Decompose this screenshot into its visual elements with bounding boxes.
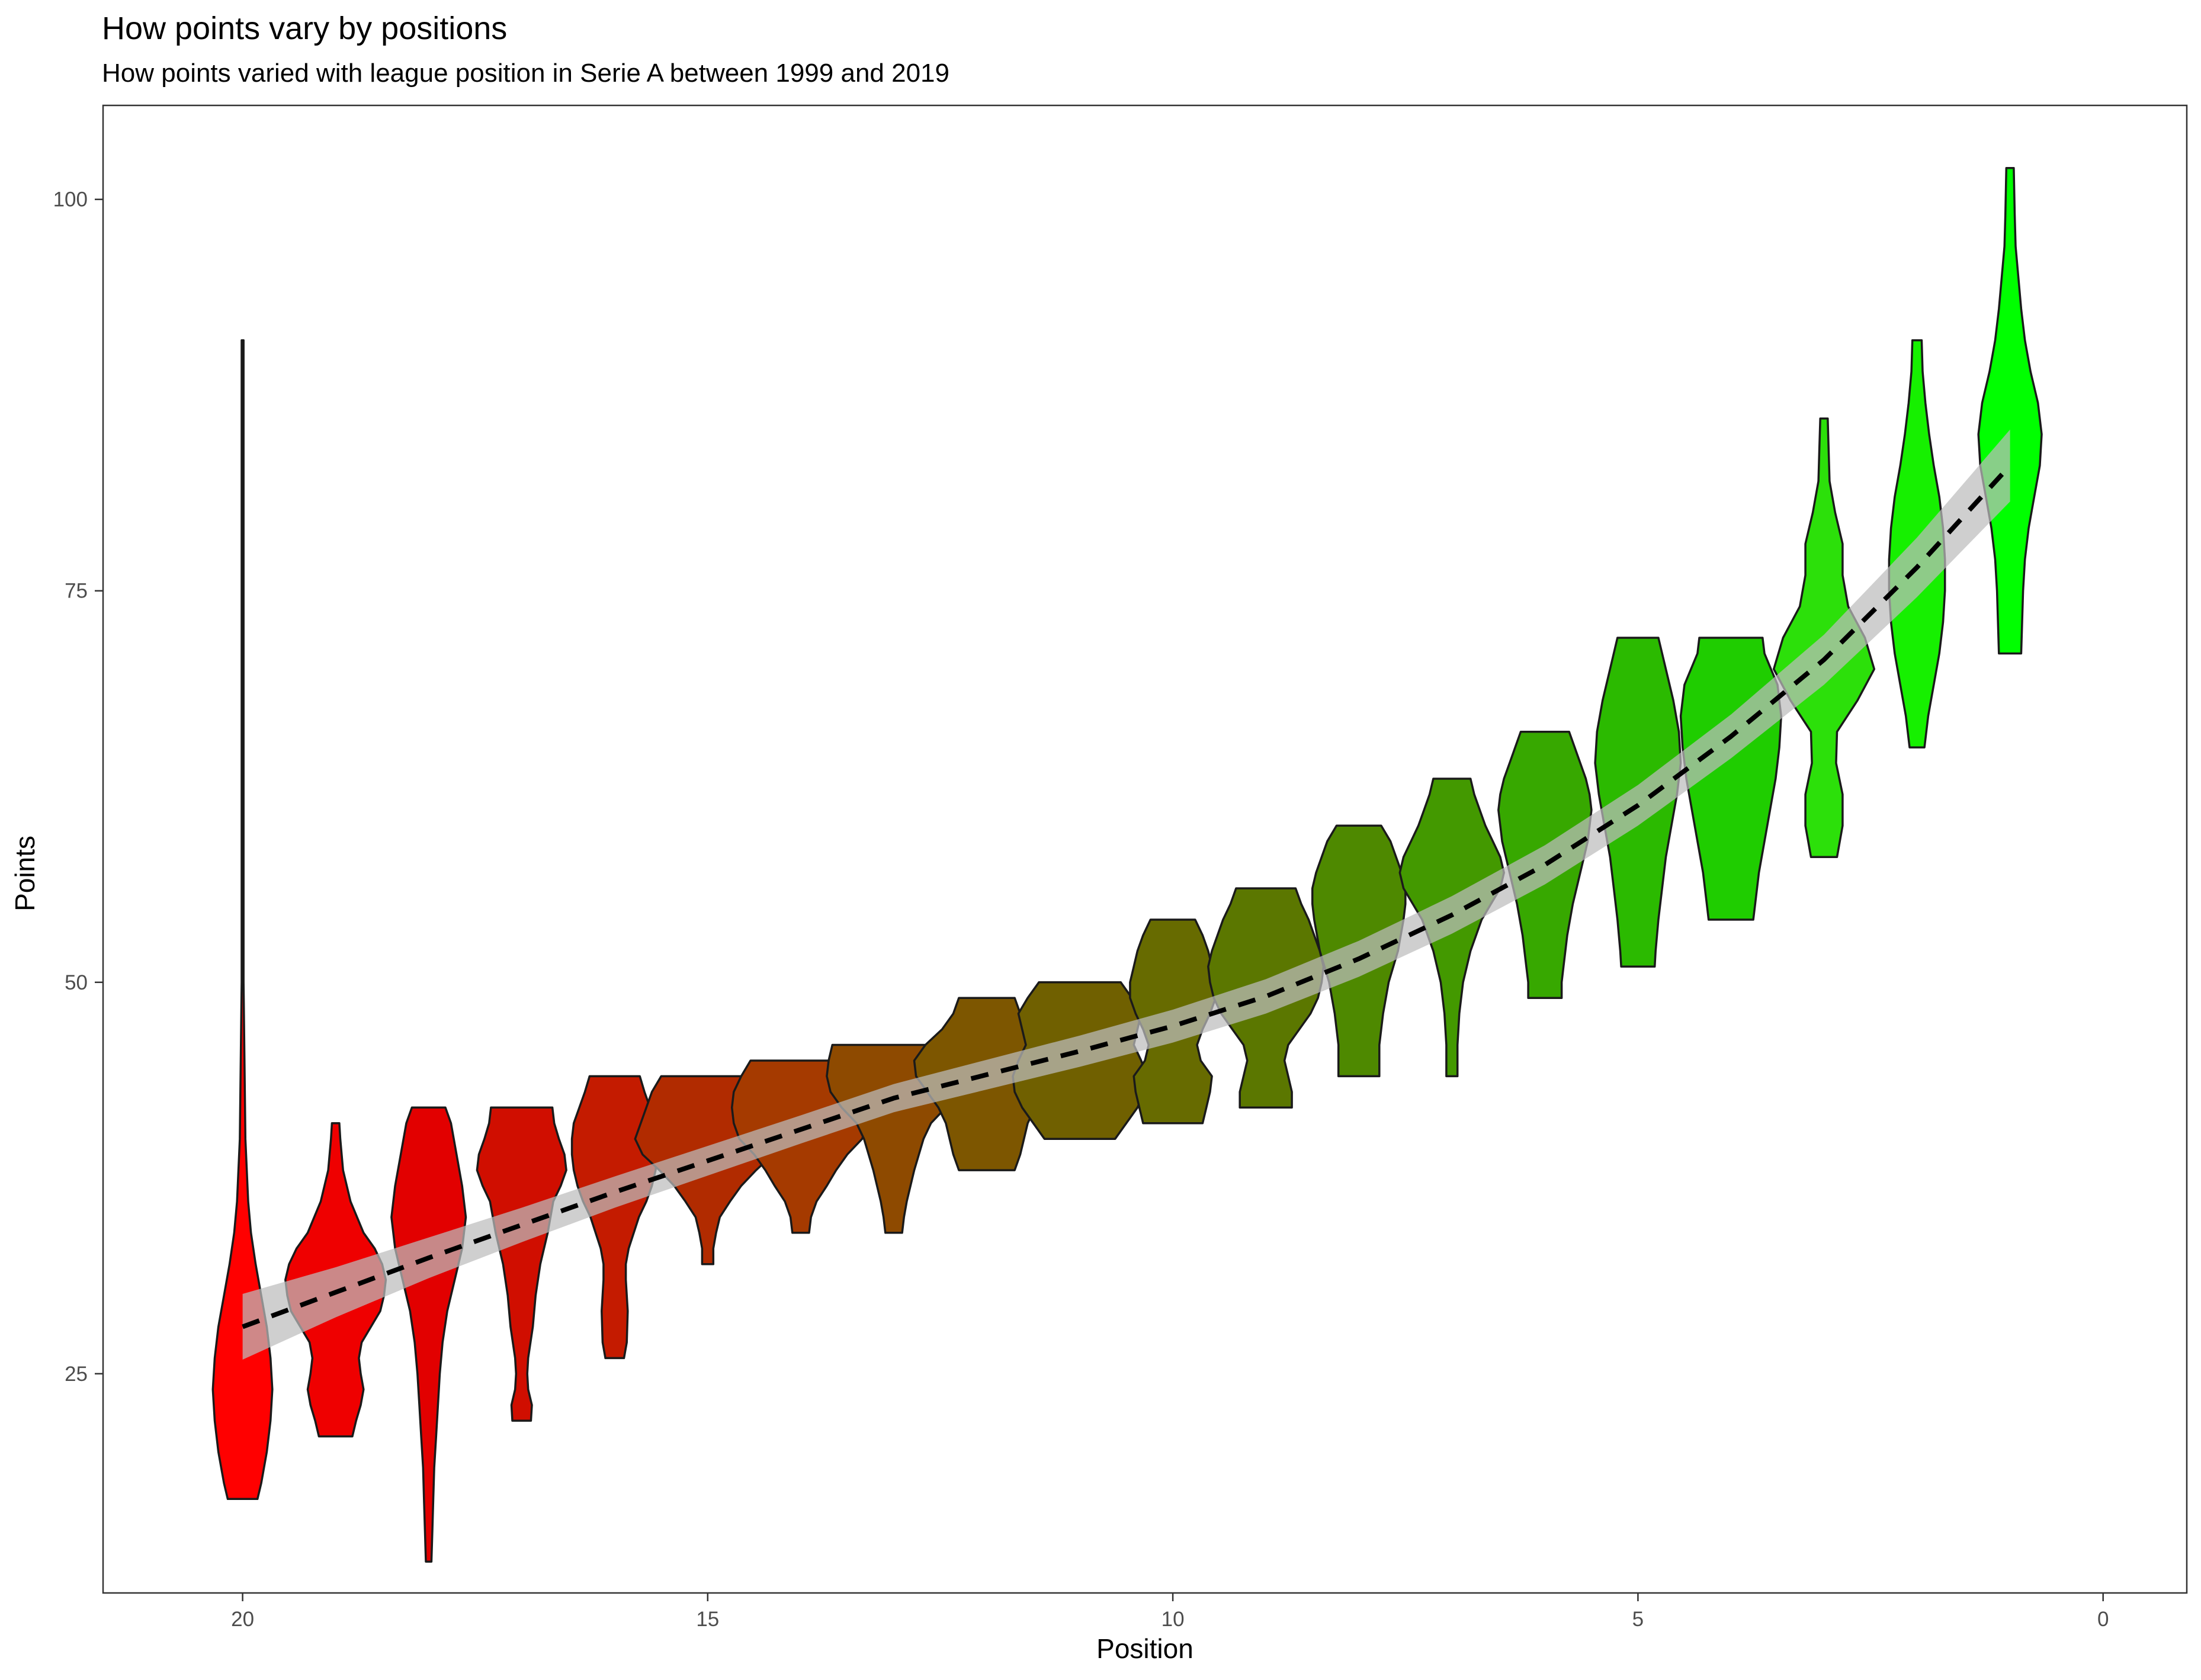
y-tick-label-100: 100 <box>53 188 88 211</box>
x-tick-label-10: 10 <box>1162 1608 1185 1631</box>
chart-subtitle: How points varied with league position i… <box>102 59 949 88</box>
confidence-band <box>242 429 2010 1360</box>
trend-line <box>242 464 2012 1329</box>
x-tick-label-5: 5 <box>1632 1608 1644 1631</box>
violin-position-16 <box>570 1075 659 1360</box>
y-tick-label-75: 75 <box>65 580 88 603</box>
x-tick-label-0: 0 <box>2097 1608 2109 1631</box>
y-tick-label-50: 50 <box>65 971 88 994</box>
panel-border <box>102 104 2188 1594</box>
chart-title: How points vary by positions <box>102 11 507 46</box>
x-tick-label-20: 20 <box>231 1608 254 1631</box>
violin-position-17 <box>476 1106 567 1422</box>
y-tick-label-25: 25 <box>65 1363 88 1386</box>
violin-position-18 <box>390 1106 467 1563</box>
y-axis-title: Points <box>9 836 40 911</box>
x-axis-title: Position <box>1096 1633 1193 1664</box>
x-tick-label-15: 15 <box>696 1608 719 1631</box>
violin-position-14 <box>730 1059 871 1234</box>
violin-position-1 <box>1977 167 2043 655</box>
